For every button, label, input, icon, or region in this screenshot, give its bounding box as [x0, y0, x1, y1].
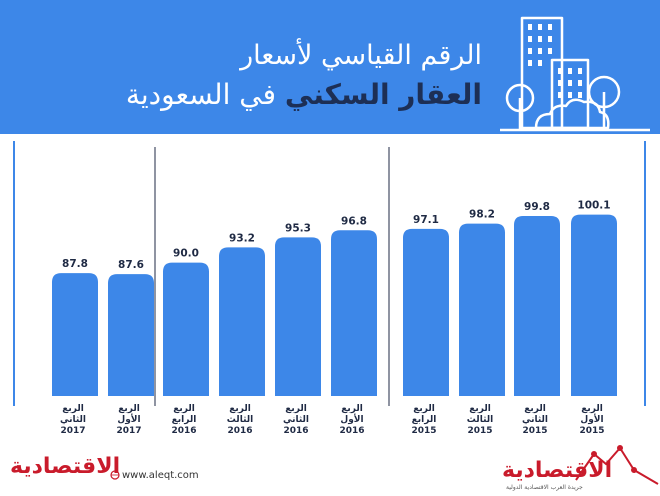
globe-icon: [110, 470, 120, 480]
bar-value-label: 100.1: [577, 200, 610, 212]
category-label: الربع الأول 2016: [339, 404, 365, 436]
category-label: الربع الثاني 2017: [59, 404, 86, 436]
bar-value-label: 99.8: [524, 201, 550, 213]
bar-value-label: 93.2: [229, 232, 255, 244]
logo-left: الاقتصادية: [10, 454, 121, 479]
chart-panel: 87.8 87.6 90.0 93.2 95.3 96.8 97.1 98.2 99.8 100.…: [13, 141, 646, 406]
bar-chart: 87.8 87.6 90.0 93.2 95.3 96.8 97.1 98.2 99.8 100.…: [52, 147, 617, 406]
trend-line-icon: [575, 445, 659, 485]
bar-value-label: 90.0: [173, 248, 199, 260]
bar-value-label: 96.8: [341, 215, 367, 227]
logo-right: الاقتصادية: [502, 458, 613, 483]
category-label: الربع الثاني 2015: [521, 404, 548, 436]
bar: [403, 228, 449, 396]
title-line-2: العقار السكني في السعودية: [126, 78, 482, 111]
logo-subtitle: جريدة العرب الاقتصادية الدولية: [506, 484, 583, 491]
bar-value-label: 98.2: [469, 209, 495, 221]
title-line-1: الرقم القياسي لأسعار: [240, 40, 482, 71]
category-label: الربع الثالث 2015: [466, 404, 494, 436]
bar: [331, 230, 377, 396]
bar: [108, 274, 154, 396]
bar: [275, 237, 321, 396]
header-banner: الرقم القياسي لأسعار العقار السكني في ال…: [0, 0, 660, 134]
bar-value-label: 87.8: [62, 258, 88, 270]
bar: [52, 273, 98, 396]
category-label: الربع الرابع 2016: [171, 404, 197, 436]
category-label: الربع الأول 2017: [116, 404, 142, 436]
website-link[interactable]: www.aleqt.com: [122, 470, 199, 481]
category-label: الربع الرابع 2015: [411, 404, 437, 436]
bar-value-label: 97.1: [413, 214, 439, 226]
buildings-icon: [500, 16, 650, 132]
category-label: الربع الثالث 2016: [226, 404, 254, 436]
bar: [219, 247, 265, 396]
bar: [163, 262, 209, 396]
bar: [571, 214, 617, 396]
bar-value-label: 95.3: [285, 222, 311, 234]
title-bold-part: العقار السكني: [284, 78, 482, 111]
category-label: الربع الأول 2015: [579, 404, 605, 436]
bar: [459, 223, 505, 396]
title-light-part: في السعودية: [125, 78, 276, 111]
bar-value-label: 87.6: [118, 259, 144, 271]
category-label: الربع الثاني 2016: [282, 404, 309, 436]
bar: [514, 216, 560, 396]
